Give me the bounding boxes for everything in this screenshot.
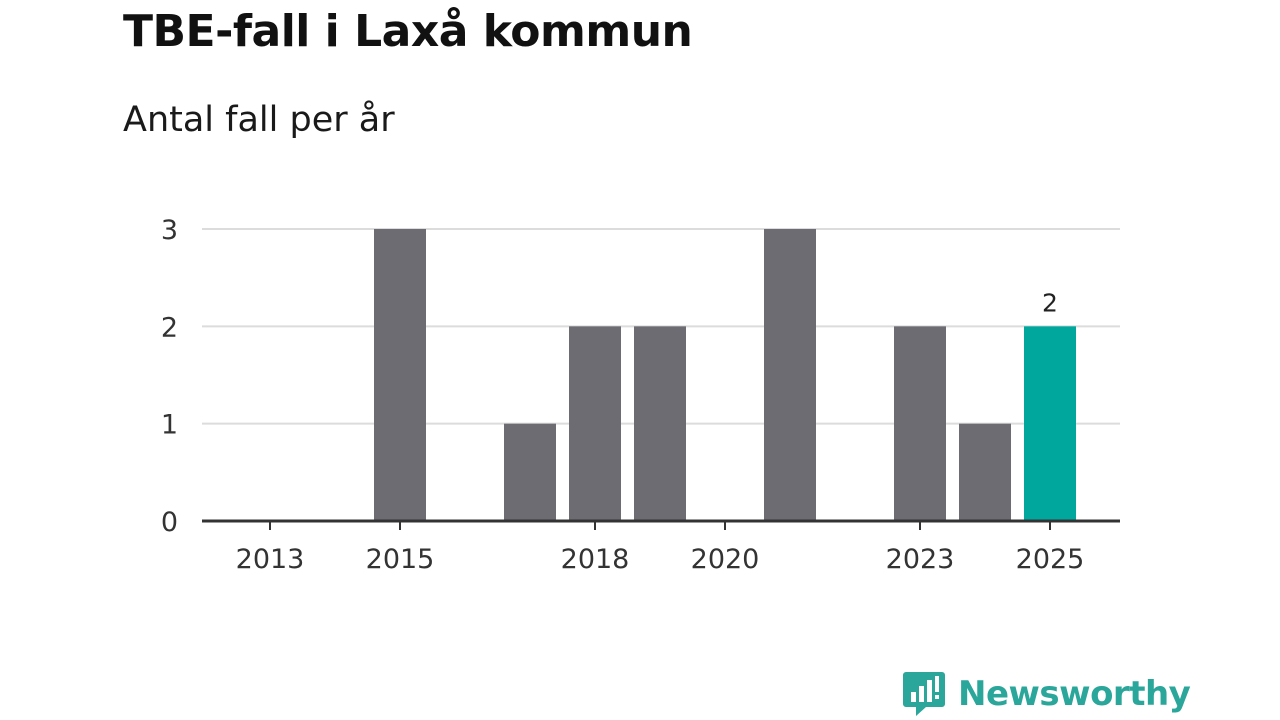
labels: 0 1 2 3 2013 2015 2018 2020 2023 2025 2 [161, 215, 1085, 575]
bar-2025 [1024, 326, 1076, 521]
y-tick-label-2: 2 [161, 312, 178, 343]
bar-2021 [764, 229, 816, 521]
data-label-2025: 2 [1042, 288, 1058, 317]
x-tick-label-2013: 2013 [236, 544, 305, 575]
y-tick-label-3: 3 [161, 215, 178, 246]
x-tick-label-2018: 2018 [561, 544, 630, 575]
bar-2023 [894, 326, 946, 521]
axes [202, 519, 1120, 530]
bar-2018 [569, 326, 621, 521]
bar-2024 [959, 423, 1011, 521]
brand-name: Newsworthy [958, 674, 1191, 714]
y-tick-label-1: 1 [161, 410, 178, 441]
bar-2015 [374, 229, 426, 521]
bar-2019 [634, 326, 686, 521]
x-tick-label-2020: 2020 [691, 544, 760, 575]
x-tick-label-2023: 2023 [886, 544, 955, 575]
bar-2017 [504, 423, 556, 521]
chart-subtitle: Antal fall per år [123, 100, 395, 140]
x-tick-label-2025: 2025 [1016, 544, 1085, 575]
chart-title: TBE-fall i Laxå kommun [123, 6, 693, 57]
bars [374, 229, 1076, 521]
newsworthy-logo-icon [903, 672, 945, 716]
brand-logo: Newsworthy [902, 670, 1191, 718]
x-tick-label-2015: 2015 [366, 544, 435, 575]
y-tick-label-0: 0 [161, 507, 178, 538]
